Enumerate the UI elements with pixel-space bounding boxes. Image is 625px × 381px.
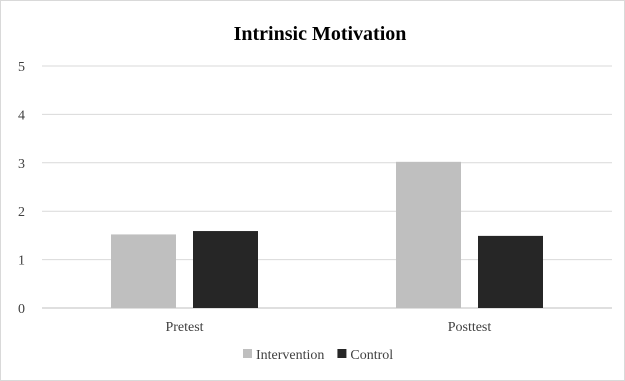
bar [396, 161, 461, 308]
y-tick-label: 5 [18, 60, 25, 75]
bar [193, 231, 258, 308]
legend-swatch [337, 349, 347, 358]
y-tick-label: 1 [18, 254, 25, 269]
bar [478, 235, 543, 308]
x-category-label: Pretest [165, 320, 203, 335]
bar [111, 234, 176, 308]
y-tick-label: 2 [18, 205, 25, 220]
bars [111, 161, 543, 308]
chart-title: Intrinsic Motivation [234, 23, 407, 45]
y-tick-label: 4 [18, 108, 25, 123]
y-axis-ticks: 0 1 2 3 4 5 [18, 60, 25, 317]
legend-swatch [243, 349, 252, 358]
y-tick-label: 0 [18, 302, 25, 317]
y-tick-label: 3 [18, 157, 25, 172]
legend-label: Control [350, 348, 393, 363]
legend: Intervention Control [243, 348, 393, 363]
x-axis-categories: Pretest Posttest [165, 320, 491, 335]
legend-label: Intervention [256, 348, 324, 363]
x-category-label: Posttest [448, 320, 492, 335]
